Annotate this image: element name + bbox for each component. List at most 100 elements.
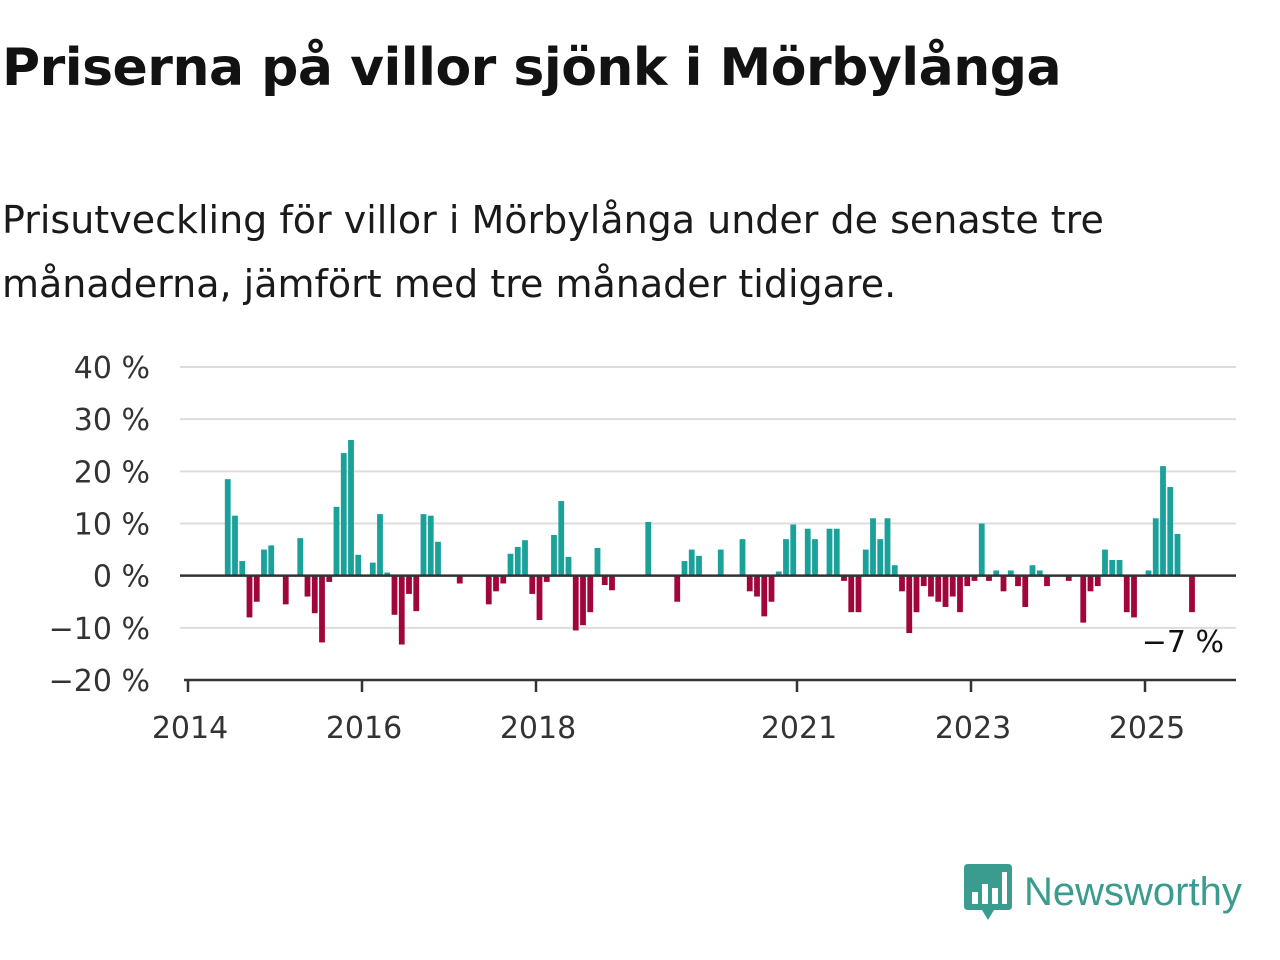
bar <box>1189 575 1195 613</box>
bar <box>993 570 1000 576</box>
bar <box>783 539 789 576</box>
bar <box>1109 560 1116 576</box>
y-tick-label: −10 % <box>49 612 150 647</box>
bar <box>812 539 818 576</box>
bar <box>1007 570 1014 576</box>
bar <box>848 575 855 613</box>
bar <box>580 575 586 626</box>
bar <box>435 541 441 576</box>
bar <box>565 556 572 576</box>
bar <box>739 539 746 576</box>
bar <box>1065 575 1072 581</box>
bar <box>891 565 898 576</box>
bar <box>1044 575 1050 587</box>
bar <box>282 575 289 605</box>
bar <box>913 575 920 613</box>
bar <box>1123 575 1130 613</box>
bar <box>1022 575 1029 607</box>
bar <box>717 549 724 576</box>
newsworthy-bar-chart-logo-icon <box>964 864 1012 920</box>
y-tick-label: 30 % <box>74 403 150 438</box>
bar <box>507 553 514 576</box>
bar <box>1087 575 1094 592</box>
bar <box>1145 570 1152 576</box>
bar <box>522 540 528 576</box>
bar <box>333 506 340 576</box>
bar <box>529 575 536 594</box>
bar <box>413 575 420 612</box>
bar <box>674 575 681 602</box>
bar-series <box>224 440 1195 645</box>
bar <box>340 453 347 576</box>
bar <box>493 575 499 592</box>
y-tick-label: 20 % <box>74 455 150 490</box>
bar <box>587 575 594 613</box>
bar <box>949 575 956 597</box>
bar <box>384 572 391 576</box>
axes <box>180 574 1236 692</box>
y-tick-label: 10 % <box>74 508 150 543</box>
bar <box>514 546 521 576</box>
bar <box>681 561 688 576</box>
bar <box>964 575 971 587</box>
chart-subtitle: Prisutveckling för villor i Mörbylånga u… <box>2 198 1104 306</box>
newsworthy-logo: Newsworthy <box>962 862 1242 922</box>
bar <box>1036 570 1043 576</box>
bar <box>688 549 695 576</box>
bar <box>304 575 311 597</box>
bar <box>804 528 811 576</box>
y-tick-label: −20 % <box>49 664 150 699</box>
bar <box>768 575 775 602</box>
bar <box>398 575 405 645</box>
bar <box>1094 575 1101 587</box>
bar <box>543 575 550 582</box>
bar <box>1152 518 1159 576</box>
bar <box>246 575 253 618</box>
bar-chart: 40 % 30 % 20 % 10 % 0 % −10 % −20 %2014 2016 201… <box>49 351 1236 746</box>
y-tick-label: 0 % <box>93 560 150 595</box>
bar <box>558 501 565 576</box>
x-tick-label: 2021 <box>761 711 837 746</box>
bar <box>935 575 942 602</box>
bar <box>609 575 615 591</box>
bar <box>833 528 840 576</box>
bar <box>1174 533 1181 576</box>
bar <box>551 534 557 576</box>
bar <box>456 575 463 584</box>
bar <box>311 575 318 614</box>
brand-name: Newsworthy <box>1024 869 1242 914</box>
bar <box>826 528 833 576</box>
bar <box>645 521 652 576</box>
bar <box>978 523 985 576</box>
x-tick-label: 2018 <box>500 711 576 746</box>
bar <box>1029 565 1036 576</box>
bar <box>601 575 608 586</box>
x-tick-label: 2025 <box>1109 711 1185 746</box>
bar <box>348 440 354 576</box>
x-tick-label: 2014 <box>152 711 228 746</box>
bar <box>369 562 376 576</box>
bar <box>841 575 847 581</box>
bar <box>1131 575 1137 618</box>
bar <box>536 575 543 621</box>
bar <box>326 575 333 582</box>
bar <box>268 545 275 576</box>
bar <box>572 575 579 631</box>
bar <box>1102 549 1108 576</box>
bar <box>420 514 427 576</box>
bar <box>862 549 869 576</box>
tick-labels: 40 % 30 % 20 % 10 % 0 % −10 % −20 %2014 2016 201… <box>49 351 1224 746</box>
bar <box>920 575 927 587</box>
bar <box>761 575 768 617</box>
chart-title: Priserna på villor sjönk i Mörbylånga <box>2 38 1062 98</box>
bar <box>319 575 325 643</box>
last-value-annotation: −7 % <box>1142 625 1224 660</box>
bar <box>391 575 398 615</box>
bar <box>957 575 963 613</box>
grid-lines <box>180 366 1236 629</box>
bar <box>1000 575 1007 592</box>
bar <box>377 514 383 576</box>
bar <box>500 575 507 584</box>
bar <box>942 575 949 607</box>
bar <box>253 575 260 602</box>
